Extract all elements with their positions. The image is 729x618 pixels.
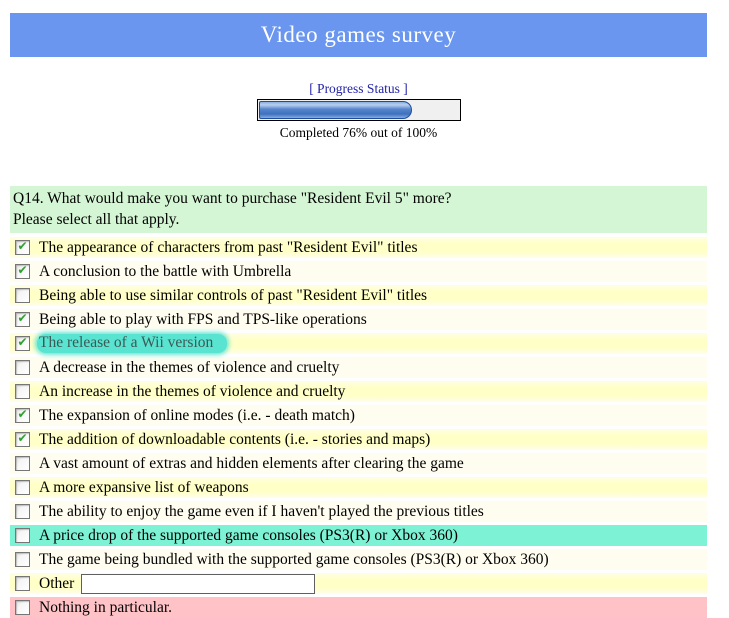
option-label: Being able to use similar controls of pa… (39, 286, 428, 304)
option-checkbox[interactable] (15, 288, 30, 303)
option-label: A more expansive list of weapons (39, 478, 249, 496)
option-row[interactable]: A decrease in the themes of violence and… (10, 357, 707, 378)
option-row[interactable]: A vast amount of extras and hidden eleme… (10, 453, 707, 474)
option-label: The game being bundled with the supporte… (39, 550, 549, 568)
option-row[interactable]: The expansion of online modes (i.e. - de… (10, 405, 707, 426)
progress-status-label: [ Progress Status ] (309, 81, 408, 96)
option-label: The ability to enjoy the game even if I … (39, 502, 484, 520)
option-checkbox[interactable] (15, 528, 30, 543)
option-checkbox[interactable] (15, 480, 30, 495)
question-instruction: Please select all that apply. (13, 211, 180, 228)
option-checkbox[interactable] (15, 431, 30, 447)
option-row[interactable]: Being able to play with FPS and TPS-like… (10, 309, 707, 330)
question-title: Q14. What would make you want to purchas… (13, 190, 452, 207)
option-row[interactable]: The release of a Wii version (10, 333, 707, 354)
option-checkbox[interactable] (15, 311, 30, 327)
option-label: The expansion of online modes (i.e. - de… (39, 406, 355, 424)
page-title: Video games survey (260, 22, 457, 47)
progress-bar (256, 99, 461, 121)
option-row[interactable]: Nothing in particular. (10, 597, 707, 618)
option-row[interactable]: Being able to use similar controls of pa… (10, 285, 707, 306)
option-label: A vast amount of extras and hidden eleme… (39, 454, 464, 472)
option-checkbox[interactable] (15, 456, 30, 471)
app-header: Video games survey (10, 13, 707, 57)
option-checkbox[interactable] (15, 576, 30, 591)
option-label: Being able to play with FPS and TPS-like… (39, 310, 367, 328)
option-checkbox[interactable] (15, 504, 30, 519)
option-label: A price drop of the supported game conso… (39, 526, 458, 544)
option-row[interactable]: The game being bundled with the supporte… (10, 549, 707, 570)
option-checkbox[interactable] (15, 335, 30, 351)
option-row[interactable]: An increase in the themes of violence an… (10, 381, 707, 402)
progress-bar-fill (258, 101, 413, 119)
option-row[interactable]: A conclusion to the battle with Umbrella (10, 261, 707, 282)
other-text-input[interactable] (81, 573, 316, 594)
option-label: The appearance of characters from past "… (39, 238, 418, 256)
option-row[interactable]: A more expansive list of weapons (10, 477, 707, 498)
question-block: Q14. What would make you want to purchas… (10, 186, 707, 233)
option-row[interactable]: The addition of downloadable contents (i… (10, 429, 707, 450)
option-checkbox[interactable] (15, 407, 30, 423)
option-label: A decrease in the themes of violence and… (39, 358, 340, 376)
option-checkbox[interactable] (15, 552, 30, 567)
option-checkbox[interactable] (15, 384, 30, 399)
option-checkbox[interactable] (15, 239, 30, 255)
progress-section: [ Progress Status ] Completed 76% out of… (10, 81, 707, 141)
option-label: An increase in the themes of violence an… (39, 382, 346, 400)
options-list: The appearance of characters from past "… (10, 237, 707, 618)
option-label: Nothing in particular. (39, 598, 173, 616)
option-row[interactable]: The appearance of characters from past "… (10, 237, 707, 258)
option-label: A conclusion to the battle with Umbrella (39, 262, 292, 280)
option-row[interactable]: The ability to enjoy the game even if I … (10, 501, 707, 522)
option-label: The addition of downloadable contents (i… (39, 430, 431, 448)
progress-caption: Completed 76% out of 100% (279, 125, 438, 140)
option-label: Other (39, 574, 75, 592)
option-row[interactable]: Other (10, 573, 707, 594)
option-row[interactable]: A price drop of the supported game conso… (10, 525, 707, 546)
option-checkbox[interactable] (15, 600, 30, 615)
option-checkbox[interactable] (15, 263, 30, 279)
option-checkbox[interactable] (15, 360, 30, 375)
option-label: The release of a Wii version (37, 334, 228, 353)
